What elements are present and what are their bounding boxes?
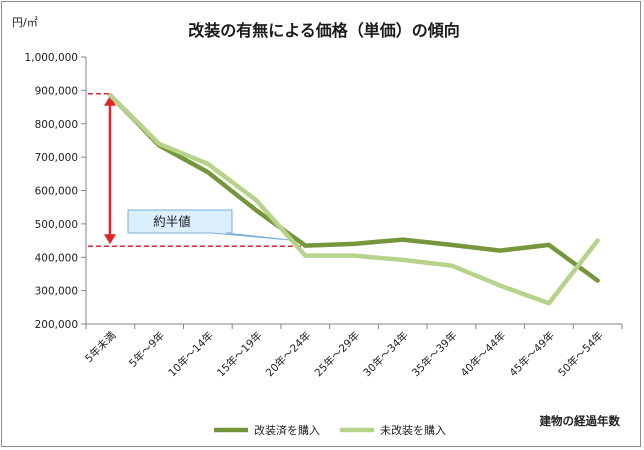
legend: 改装済を購入 未改装を購入 [214, 423, 446, 437]
x-tick-label: 25年～29年 [312, 329, 362, 379]
callout-box [127, 209, 291, 241]
legend-label-2: 未改装を購入 [380, 423, 446, 437]
y-tick-label: 400,000 [35, 252, 78, 264]
y-tick-label: 1,000,000 [25, 52, 78, 64]
y-tick-label: 300,000 [35, 286, 78, 298]
x-tick-label: 45年～49年 [507, 329, 557, 379]
x-tick-label: 20年～24年 [263, 329, 313, 379]
arrow-head-down [104, 234, 116, 245]
y-tick-label: 800,000 [35, 119, 78, 131]
x-tick-label: 40年～44年 [458, 329, 508, 379]
x-tick-label: 30年～34年 [360, 329, 410, 379]
y-tick-label: 200,000 [35, 319, 78, 331]
y-unit-label: 円/㎡ [12, 16, 38, 29]
x-tick-label: 5年～9年 [126, 329, 167, 370]
y-tick-label: 700,000 [35, 152, 78, 164]
x-tick-label: 15年～19年 [214, 329, 264, 379]
x-tick-label: 35年～39年 [409, 329, 459, 379]
half-value-annotation: 約半値 [88, 92, 316, 247]
series-layer [108, 93, 600, 306]
y-tick-label: 600,000 [35, 186, 78, 198]
chart-title: 改装の有無による価格（単価）の傾向 [188, 21, 460, 40]
x-axis-title: 建物の経過年数 [540, 414, 621, 428]
arrow-head-up [104, 95, 116, 106]
series-line-1 [108, 93, 600, 283]
legend-label-1: 改装済を購入 [254, 423, 320, 437]
x-tick-label: 10年～14年 [166, 329, 216, 379]
callout-label: 約半値 [153, 214, 191, 229]
y-tick-label: 500,000 [35, 219, 78, 231]
series-line-2 [108, 93, 600, 306]
x-tick-label: 5年未満 [82, 329, 119, 366]
x-tick-label: 50年～54年 [555, 329, 605, 379]
y-tick-label: 900,000 [35, 85, 78, 97]
